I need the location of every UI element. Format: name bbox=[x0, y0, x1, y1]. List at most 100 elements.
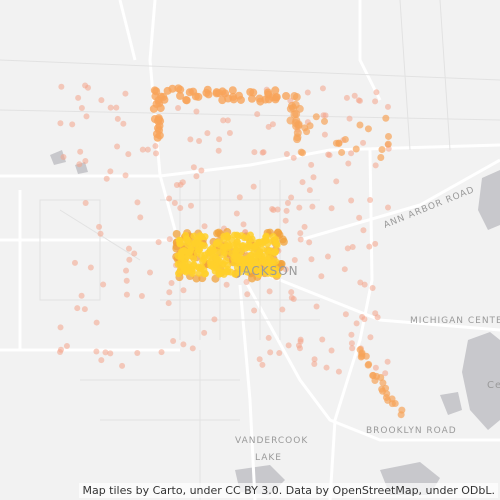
heat-point bbox=[357, 279, 364, 286]
heat-point bbox=[186, 248, 194, 256]
heat-point bbox=[240, 221, 247, 228]
heat-point bbox=[328, 205, 335, 212]
heat-point bbox=[134, 349, 141, 356]
heat-point bbox=[243, 244, 251, 252]
heat-point bbox=[69, 121, 76, 128]
heat-point bbox=[279, 237, 288, 246]
heat-point bbox=[267, 255, 275, 263]
heat-point bbox=[366, 243, 373, 250]
heat-point bbox=[271, 249, 279, 257]
heat-point bbox=[372, 364, 379, 371]
heat-point bbox=[193, 249, 201, 257]
heat-point bbox=[224, 117, 231, 124]
heat-point bbox=[221, 243, 229, 251]
heat-point bbox=[134, 199, 141, 206]
heat-point bbox=[388, 400, 396, 408]
heat-point bbox=[114, 143, 121, 150]
heat-point bbox=[153, 133, 162, 142]
heat-point bbox=[262, 232, 270, 240]
heat-point bbox=[215, 89, 224, 98]
heat-point bbox=[250, 183, 257, 190]
heat-point bbox=[220, 117, 227, 124]
heat-point bbox=[155, 121, 164, 130]
heat-point bbox=[291, 256, 298, 263]
heat-point bbox=[213, 239, 221, 247]
heat-point bbox=[364, 361, 372, 369]
place-label: MICHIGAN CENTE bbox=[410, 316, 500, 326]
heat-point bbox=[255, 238, 263, 246]
heat-point bbox=[233, 231, 241, 239]
heat-point bbox=[190, 164, 197, 171]
heat-point bbox=[356, 214, 363, 221]
heat-point bbox=[306, 187, 313, 194]
heat-point bbox=[332, 139, 340, 147]
heat-point bbox=[57, 346, 64, 353]
heat-point bbox=[233, 263, 241, 271]
heat-point bbox=[155, 239, 162, 246]
heat-point bbox=[367, 197, 374, 204]
heat-point bbox=[154, 114, 163, 123]
heat-point bbox=[385, 204, 392, 211]
road-label: BROOKLYN ROAD bbox=[366, 426, 457, 436]
heat-point bbox=[382, 370, 389, 377]
heat-point bbox=[152, 150, 159, 157]
heat-point bbox=[254, 269, 262, 277]
heat-point bbox=[196, 137, 203, 144]
heat-point bbox=[288, 294, 295, 301]
heat-point bbox=[165, 300, 172, 307]
heat-point bbox=[194, 92, 203, 101]
heat-point bbox=[228, 86, 237, 95]
heat-point bbox=[224, 233, 232, 241]
heat-point bbox=[384, 140, 392, 148]
road-label: ANN ARBOR ROAD bbox=[382, 185, 476, 231]
heat-point bbox=[237, 248, 245, 256]
heat-point bbox=[180, 247, 188, 255]
heat-point bbox=[261, 95, 270, 104]
heat-point bbox=[355, 97, 362, 104]
heat-point bbox=[119, 362, 126, 369]
heat-point bbox=[76, 161, 83, 168]
heat-point bbox=[328, 347, 335, 354]
heat-point bbox=[126, 256, 133, 263]
heat-point bbox=[96, 223, 103, 230]
heat-point bbox=[251, 307, 258, 314]
heat-point bbox=[182, 96, 191, 105]
place-label: LAKE bbox=[255, 453, 282, 463]
heat-point bbox=[98, 357, 105, 364]
heat-point bbox=[71, 259, 78, 266]
heat-point bbox=[82, 199, 89, 206]
heat-point bbox=[123, 267, 130, 274]
heat-point bbox=[341, 135, 349, 143]
heat-point bbox=[155, 99, 164, 108]
heat-point bbox=[335, 368, 342, 375]
heat-point bbox=[222, 257, 230, 265]
heat-point bbox=[288, 289, 295, 296]
heat-point bbox=[319, 336, 326, 343]
heat-point bbox=[308, 256, 315, 263]
heat-point bbox=[384, 358, 391, 365]
heat-point bbox=[177, 204, 184, 211]
heat-point bbox=[304, 89, 311, 96]
heat-point bbox=[213, 258, 221, 266]
heat-point bbox=[114, 115, 121, 122]
heat-point bbox=[57, 324, 64, 331]
heat-point bbox=[250, 247, 258, 255]
heat-point bbox=[271, 270, 279, 278]
heat-point bbox=[292, 110, 301, 119]
heat-point bbox=[223, 281, 230, 288]
heat-point bbox=[215, 147, 222, 154]
heat-point bbox=[201, 223, 208, 230]
heat-point bbox=[359, 314, 366, 321]
heat-point bbox=[379, 387, 387, 395]
heat-point bbox=[373, 89, 380, 96]
heat-point bbox=[146, 269, 153, 276]
heat-point bbox=[348, 340, 355, 347]
heat-point bbox=[243, 268, 251, 276]
heat-point bbox=[325, 151, 332, 158]
heat-point bbox=[57, 120, 64, 127]
heat-point bbox=[189, 345, 196, 352]
heat-point bbox=[244, 291, 251, 298]
heat-point bbox=[272, 93, 281, 102]
heat-point bbox=[284, 199, 291, 206]
heat-point bbox=[113, 104, 120, 111]
